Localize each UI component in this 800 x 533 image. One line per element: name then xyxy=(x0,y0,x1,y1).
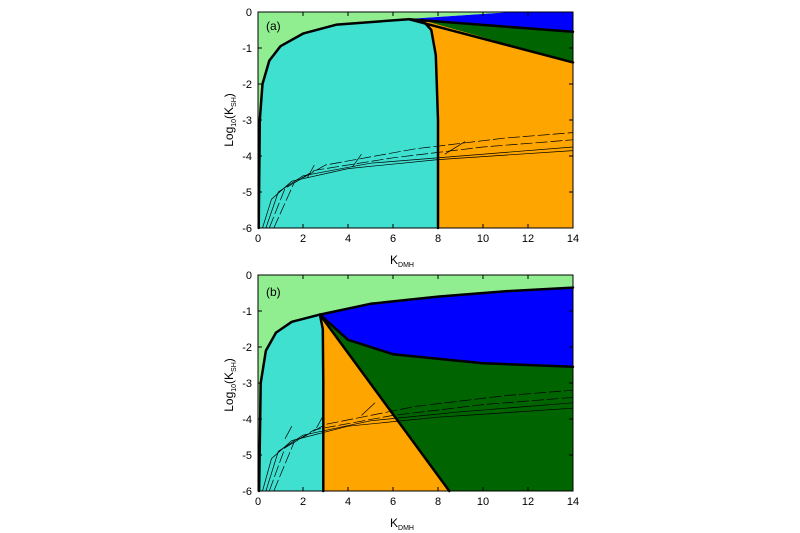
panel-b-y-tick-label: -5 xyxy=(242,450,252,462)
panel-a-boundaries xyxy=(257,17,575,230)
panel-a-y-tick-label: -2 xyxy=(242,79,252,91)
panel-a-x-tick-label: 6 xyxy=(390,233,396,245)
panel-b-x-tick-label: 12 xyxy=(522,496,534,508)
panel-a-trajectory-2 xyxy=(265,146,574,229)
panel-a-trajectory-4 xyxy=(273,132,574,229)
panel-b-phase-boundary-2 xyxy=(318,313,325,493)
panel-b-y-axis-label: Log10(KSH) xyxy=(222,358,238,412)
panel-b-label: (b) xyxy=(266,285,281,299)
panel-b-x-tick-label: 10 xyxy=(477,496,489,508)
panel-a-phase-boundary-2 xyxy=(421,18,440,230)
panel-a-x-tick-label: 0 xyxy=(255,233,261,245)
panel-b-phase-boundary-1 xyxy=(257,286,575,493)
panel-a-x-tick-label: 4 xyxy=(345,233,351,245)
panel-b-x-tick-label: 6 xyxy=(390,496,396,508)
panel-a-x-tick-label: 2 xyxy=(300,233,306,245)
panel-a-y-tick-label: -5 xyxy=(242,187,252,199)
panel-a-label: (a) xyxy=(266,19,281,33)
panel-a-phase-boundary-1 xyxy=(257,17,411,230)
panel-a-region-turquoise xyxy=(258,18,439,229)
panel-a-phase-boundary-3 xyxy=(407,17,575,34)
panel-a-trajectories xyxy=(262,132,574,229)
panel-a-trajectory-1 xyxy=(262,150,574,229)
panel-a-regions xyxy=(257,11,574,229)
panel-b-y-tick-label: -3 xyxy=(242,378,252,390)
panel-b-regions xyxy=(257,274,574,492)
panel-b-x-tick-label: 4 xyxy=(345,496,351,508)
panel-a-x-tick-label: 8 xyxy=(435,233,441,245)
panel-a-trajectory-marker-2 xyxy=(352,153,362,168)
panel-a-y-tick-label: -6 xyxy=(242,223,252,235)
panel-a-trajectory-3 xyxy=(268,139,574,229)
panel-a-x-tick-label: 14 xyxy=(567,233,579,245)
panel-a-y-tick-label: -1 xyxy=(242,43,252,55)
panel-b-phase-boundary-3 xyxy=(318,313,451,493)
panel-a-y-tick-label: 0 xyxy=(246,7,252,19)
panel-b-trajectory-1 xyxy=(262,407,574,492)
panel-a-phase-boundary-4 xyxy=(407,17,575,64)
panel-b: 0 2 4 6 8 10 12 14 0 -1 -2 -3 -4 -5 -6 (b) KDMH Log10(… xyxy=(222,270,579,532)
panel-b-x-tick-label: 0 xyxy=(255,496,261,508)
panel-b-y-tick-label: -2 xyxy=(242,342,252,354)
panel-a-y-axis-label: Log10(KSH) xyxy=(222,93,238,147)
panel-a-x-axis-label: KDMH xyxy=(390,253,414,269)
panel-a-ticks: 0 2 4 6 8 10 12 14 0 -1 -2 -3 -4 -5 -6 xyxy=(242,7,579,245)
panel-a-x-tick-label: 12 xyxy=(522,233,534,245)
panel-b-y-tick-label: -4 xyxy=(242,414,252,426)
panel-a-x-tick-label: 10 xyxy=(477,233,489,245)
panel-a-trajectory-marker-3 xyxy=(444,141,466,155)
panel-b-phase-boundary-4 xyxy=(318,313,575,369)
panel-a-y-tick-label: -3 xyxy=(242,115,252,127)
panel-a-trajectory-marker-1 xyxy=(307,164,315,178)
panel-b-trajectories xyxy=(262,389,574,492)
panel-b-x-tick-label: 8 xyxy=(435,496,441,508)
panel-b-ticks: 0 2 4 6 8 10 12 14 0 -1 -2 -3 -4 -5 -6 xyxy=(242,270,579,508)
panel-b-trajectory-marker-3 xyxy=(361,402,376,416)
panel-b-y-tick-label: -6 xyxy=(242,486,252,498)
panel-b-y-tick-label: 0 xyxy=(246,270,252,282)
panel-b-x-axis-label: KDMH xyxy=(390,516,414,532)
panel-b-boundaries xyxy=(257,286,575,493)
panel-b-trajectory-marker-1 xyxy=(284,426,293,439)
panel-b-x-tick-label: 2 xyxy=(300,496,306,508)
panel-a-y-tick-label: -4 xyxy=(242,151,252,163)
panel-b-trajectory-3 xyxy=(268,397,574,492)
panel-b-y-tick-label: -1 xyxy=(242,306,252,318)
panel-a: 0 2 4 6 8 10 12 14 0 -1 -2 -3 -4 -5 -6 (a) KDMH Log10(… xyxy=(222,7,579,269)
panel-b-trajectory-2 xyxy=(265,402,574,492)
panel-b-x-tick-label: 14 xyxy=(567,496,579,508)
